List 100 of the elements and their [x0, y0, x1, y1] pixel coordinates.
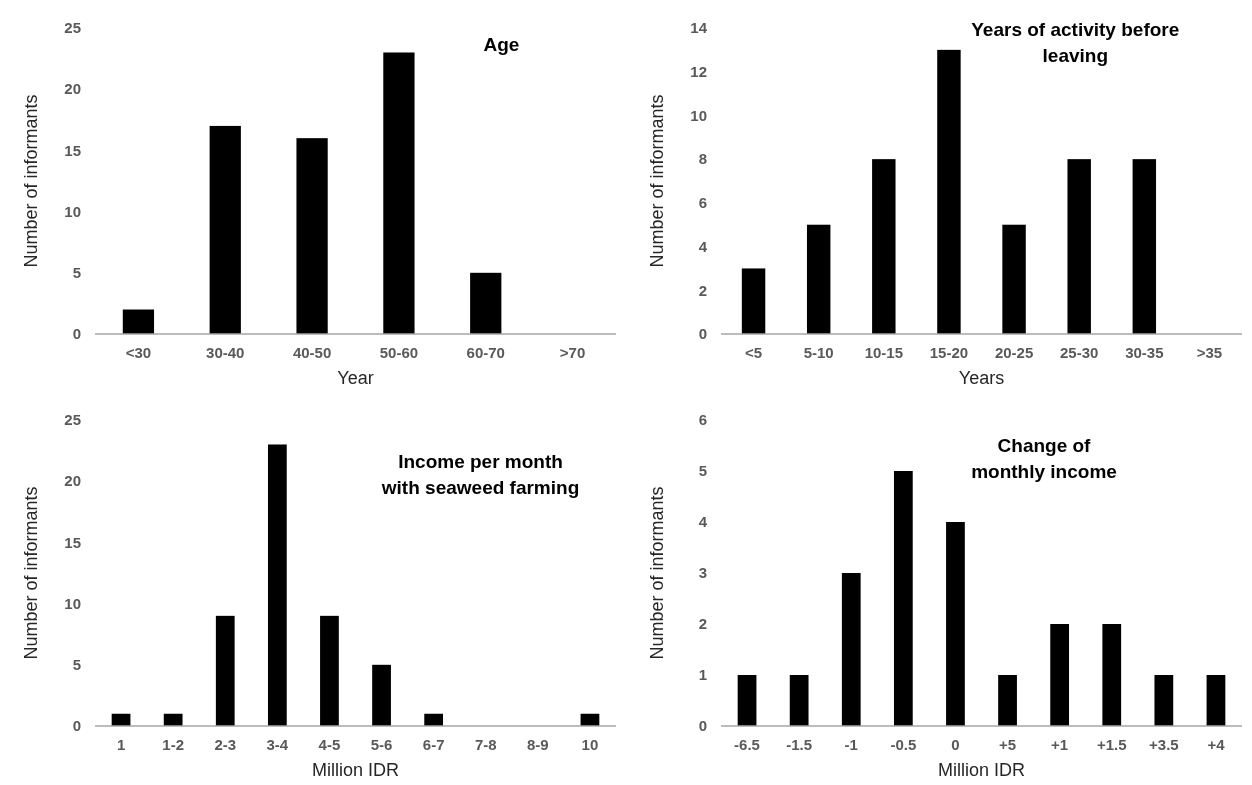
x-tick-label: 1	[116, 736, 126, 753]
y-tick-label: 12	[690, 62, 707, 80]
bar	[424, 713, 444, 726]
chart-title: Years of activity before leaving	[971, 19, 1180, 66]
x-tick-label: 40-50	[292, 344, 332, 361]
x-axis-title: Year	[337, 368, 374, 388]
y-tick-label: 5	[698, 462, 707, 480]
x-tick-label: 30-35	[1125, 344, 1164, 361]
y-tick-label: 15	[64, 533, 81, 551]
bar	[872, 159, 896, 334]
y-tick-label: 25	[64, 411, 81, 429]
bar	[267, 444, 287, 726]
y-tick-label: 20	[64, 472, 81, 490]
y-tick-label: 2	[698, 615, 707, 633]
bar	[806, 224, 831, 334]
x-tick-label: +5	[999, 736, 1017, 753]
bar	[215, 615, 235, 726]
text: Change of monthly income	[971, 435, 1117, 483]
x-tick-label: 4-5	[318, 736, 341, 753]
y-tick-label: 15	[64, 141, 81, 159]
bar	[470, 272, 502, 334]
x-tick-label: 2-3	[214, 736, 237, 753]
x-tick-label: 7-8	[474, 736, 497, 753]
bar	[998, 675, 1017, 726]
bar	[163, 713, 183, 726]
bar	[1102, 624, 1122, 726]
y-tick-label: 14	[690, 19, 708, 37]
y-tick-label: 10	[690, 106, 707, 124]
x-axis-title: Years	[958, 368, 1005, 388]
x-tick-label: 3-4	[266, 736, 289, 753]
y-axis-title: Number of informants	[647, 486, 667, 660]
bar	[937, 49, 961, 334]
y-tick-label: 5	[72, 264, 81, 282]
x-tick-label: <5	[745, 344, 763, 361]
bar	[372, 664, 391, 726]
x-tick-label: <30	[125, 344, 152, 361]
bar	[209, 125, 241, 334]
y-tick-label: 4	[698, 513, 708, 531]
bar	[1002, 224, 1026, 334]
y-tick-label: 2	[698, 281, 707, 299]
y-tick-label: 5	[72, 656, 81, 674]
bar	[1067, 159, 1091, 334]
bar	[1050, 624, 1070, 726]
x-tick-label: 10	[581, 736, 599, 753]
y-tick-label: 3	[698, 564, 707, 582]
y-tick-label: 8	[698, 150, 707, 168]
y-axis-title: Number of informants	[21, 94, 41, 268]
x-tick-label: 8-9	[527, 736, 549, 753]
bar	[737, 675, 757, 726]
x-tick-label: 5-10	[803, 344, 834, 361]
x-tick-label: +1.5	[1096, 736, 1127, 753]
x-axis-title: Million IDR	[937, 760, 1026, 780]
x-tick-label: 30-40	[206, 344, 245, 361]
bar	[1154, 675, 1174, 726]
y-tick-label: 0	[72, 325, 81, 343]
x-tick-label: 0	[951, 736, 960, 753]
bar	[741, 268, 766, 334]
bar	[893, 471, 913, 726]
bar	[946, 522, 965, 726]
y-tick-label: 10	[64, 202, 81, 220]
y-tick-label: 0	[698, 325, 707, 343]
bar	[1132, 159, 1157, 334]
x-tick-label: >35	[1196, 344, 1223, 361]
bar	[383, 52, 415, 334]
x-tick-label: 60-70	[466, 344, 505, 361]
y-tick-label: 25	[64, 19, 81, 37]
y-axis-title: Number of informants	[647, 94, 667, 268]
x-tick-label: +1	[1051, 736, 1069, 753]
y-tick-label: 0	[698, 717, 707, 735]
bar	[320, 615, 339, 726]
x-tick-label: -6.5	[734, 736, 760, 753]
bar	[122, 309, 155, 334]
bar	[296, 138, 328, 334]
y-tick-label: 6	[698, 194, 707, 212]
y-tick-label: 20	[64, 80, 81, 98]
x-tick-label: 1-2	[162, 736, 184, 753]
chart-title: Age	[483, 34, 520, 56]
x-tick-label: 15-20	[929, 344, 969, 361]
x-tick-label: -1.5	[786, 736, 813, 753]
x-tick-label: +3.5	[1149, 736, 1179, 753]
x-tick-label: 20-25	[994, 344, 1034, 361]
x-tick-label: 6-7	[422, 736, 445, 753]
bar	[1206, 675, 1226, 726]
x-tick-label: >70	[559, 344, 586, 361]
y-axis-title: Number of informants	[21, 486, 41, 660]
x-tick-label: +4	[1207, 736, 1226, 753]
x-tick-label: 25-30	[1060, 344, 1099, 361]
y-tick-label: 10	[64, 594, 81, 612]
x-tick-label: -0.5	[890, 736, 917, 753]
x-tick-label: 10-15	[864, 344, 903, 361]
x-tick-label: 5-6	[370, 736, 393, 753]
y-tick-label: 6	[698, 411, 707, 429]
bar	[789, 675, 809, 726]
x-tick-label: 50-60	[379, 344, 419, 361]
text: Income per month with seaweed farming	[380, 450, 580, 498]
y-tick-label: 4	[698, 237, 708, 255]
x-axis-title: Million IDR	[311, 760, 400, 780]
y-tick-label: 0	[72, 717, 81, 735]
y-tick-label: 1	[698, 666, 707, 684]
x-tick-label: -1	[844, 736, 858, 753]
